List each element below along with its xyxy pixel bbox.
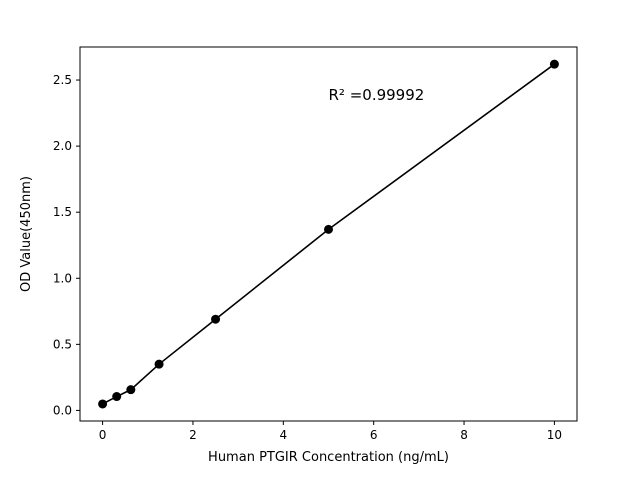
- data-point: [549, 59, 559, 69]
- x-axis-label: Human PTGIR Concentration (ng/mL): [208, 450, 449, 465]
- data-point: [324, 224, 333, 234]
- y-tick-label: 1.5: [53, 205, 72, 219]
- x-tick-label: 6: [370, 428, 378, 442]
- data-point: [154, 359, 164, 369]
- data-point: [98, 399, 108, 409]
- y-tick-label: 1.0: [53, 271, 72, 285]
- r-squared-annotation: R² =0.99992: [329, 86, 425, 104]
- y-tick-label: 2.0: [53, 139, 72, 153]
- data-point: [211, 314, 221, 324]
- axes-spines: [79, 46, 578, 422]
- data-point: [126, 385, 136, 395]
- y-tick-label: 0.5: [53, 337, 72, 351]
- y-tick-label: 0.0: [53, 403, 72, 417]
- y-axis-label: OD Value(450nm): [19, 176, 34, 292]
- x-tick-label: 2: [189, 428, 197, 442]
- x-tick-label: 8: [460, 428, 468, 442]
- x-tick-label: 10: [547, 428, 562, 442]
- data-point: [112, 392, 122, 402]
- x-tick-label: 4: [279, 428, 287, 442]
- y-tick-label: 2.5: [53, 73, 72, 87]
- x-tick-label: 0: [99, 428, 107, 442]
